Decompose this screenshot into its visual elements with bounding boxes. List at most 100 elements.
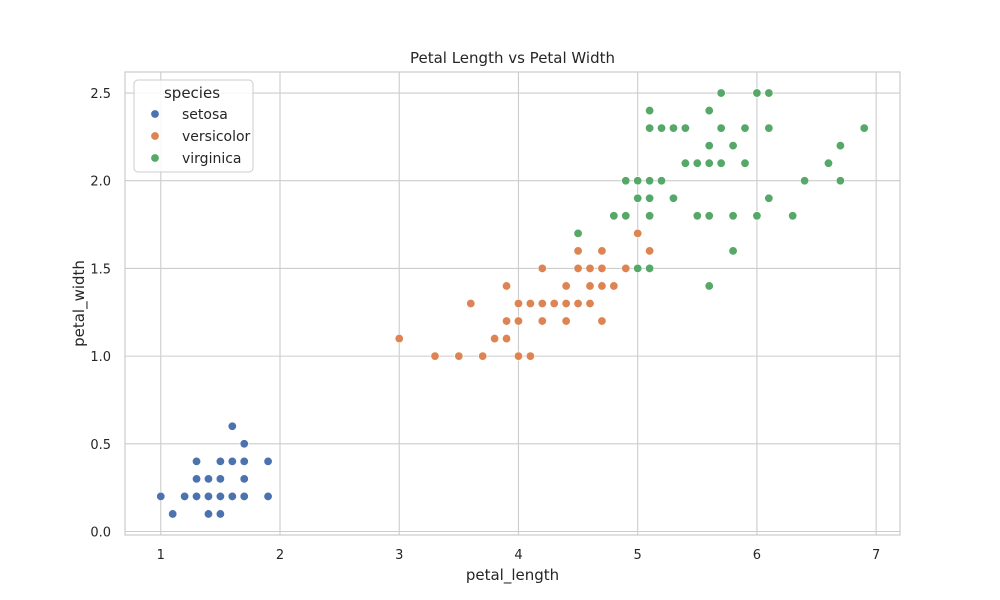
- data-point: [192, 456, 202, 466]
- data-point: [668, 193, 678, 203]
- data-point: [227, 456, 237, 466]
- y-tick-label: 0.0: [90, 525, 111, 540]
- data-point: [239, 439, 249, 449]
- data-point: [478, 351, 488, 361]
- data-point: [525, 351, 535, 361]
- legend-item-setosa: setosa: [150, 107, 228, 123]
- data-point: [645, 123, 655, 133]
- data-point: [645, 176, 655, 186]
- data-point: [239, 456, 249, 466]
- data-point: [728, 211, 738, 221]
- data-point: [788, 211, 798, 221]
- y-tick-label: 0.5: [90, 438, 111, 453]
- legend-marker: [150, 153, 160, 163]
- data-point: [621, 211, 631, 221]
- data-point: [609, 211, 619, 221]
- legend-label: setosa: [182, 107, 228, 123]
- data-point: [227, 421, 237, 431]
- data-point: [633, 193, 643, 203]
- data-point: [215, 509, 225, 519]
- data-point: [513, 351, 523, 361]
- data-point: [490, 334, 500, 344]
- legend: species setosa versicolor virginica: [133, 79, 254, 173]
- data-point: [192, 474, 202, 484]
- data-point: [513, 298, 523, 308]
- x-tick-label: 4: [514, 548, 522, 563]
- data-point: [585, 263, 595, 273]
- data-point: [859, 123, 869, 133]
- data-point: [430, 351, 440, 361]
- data-point: [597, 316, 607, 326]
- legend-title: species: [164, 84, 220, 102]
- data-point: [645, 211, 655, 221]
- data-point: [633, 228, 643, 238]
- x-tick-label: 6: [753, 548, 761, 563]
- data-point: [800, 176, 810, 186]
- y-tick-label: 1.0: [90, 350, 111, 365]
- data-point: [645, 263, 655, 273]
- data-point: [704, 106, 714, 116]
- data-point: [168, 509, 178, 519]
- y-tick-label: 1.5: [90, 262, 111, 277]
- data-point: [752, 88, 762, 98]
- legend-box: [133, 79, 254, 173]
- x-tick-label: 1: [157, 548, 165, 563]
- data-point: [621, 263, 631, 273]
- legend-marker: [150, 131, 160, 141]
- data-point: [668, 123, 678, 133]
- data-point: [621, 176, 631, 186]
- x-axis-label: petal_length: [466, 566, 559, 585]
- data-point: [692, 211, 702, 221]
- legend-item-versicolor: versicolor: [150, 129, 251, 145]
- data-point: [502, 316, 512, 326]
- data-point: [573, 228, 583, 238]
- data-point: [728, 246, 738, 256]
- data-point: [680, 123, 690, 133]
- data-point: [192, 491, 202, 501]
- data-point: [215, 491, 225, 501]
- data-point: [657, 123, 667, 133]
- x-tick-labels: 1 2 3 4 5 6 7: [157, 548, 881, 563]
- data-point: [537, 298, 547, 308]
- data-point: [823, 158, 833, 168]
- data-point: [454, 351, 464, 361]
- data-point: [764, 123, 774, 133]
- data-point: [263, 491, 273, 501]
- data-point: [215, 456, 225, 466]
- data-point: [716, 88, 726, 98]
- series-setosa: [156, 421, 273, 519]
- legend-marker: [150, 109, 160, 119]
- data-point: [764, 88, 774, 98]
- series-virginica: [573, 88, 869, 291]
- data-point: [561, 281, 571, 291]
- data-point: [203, 509, 213, 519]
- legend-label: virginica: [182, 151, 242, 167]
- data-point: [549, 298, 559, 308]
- x-tick-label: 2: [276, 548, 284, 563]
- data-point: [645, 193, 655, 203]
- data-point: [704, 158, 714, 168]
- points: [156, 88, 869, 519]
- y-tick-label: 2.0: [90, 175, 111, 190]
- data-point: [835, 141, 845, 151]
- data-point: [645, 106, 655, 116]
- data-point: [502, 334, 512, 344]
- data-point: [680, 158, 690, 168]
- legend-items: setosa versicolor virginica: [150, 107, 251, 167]
- data-point: [716, 123, 726, 133]
- data-point: [645, 246, 655, 256]
- data-point: [573, 246, 583, 256]
- data-point: [156, 491, 166, 501]
- data-point: [692, 158, 702, 168]
- legend-label: versicolor: [182, 129, 251, 145]
- data-point: [561, 298, 571, 308]
- data-point: [227, 491, 237, 501]
- data-point: [752, 211, 762, 221]
- data-point: [716, 158, 726, 168]
- data-point: [502, 281, 512, 291]
- data-point: [764, 193, 774, 203]
- x-tick-label: 5: [634, 548, 642, 563]
- series-versicolor: [394, 211, 655, 361]
- data-point: [704, 141, 714, 151]
